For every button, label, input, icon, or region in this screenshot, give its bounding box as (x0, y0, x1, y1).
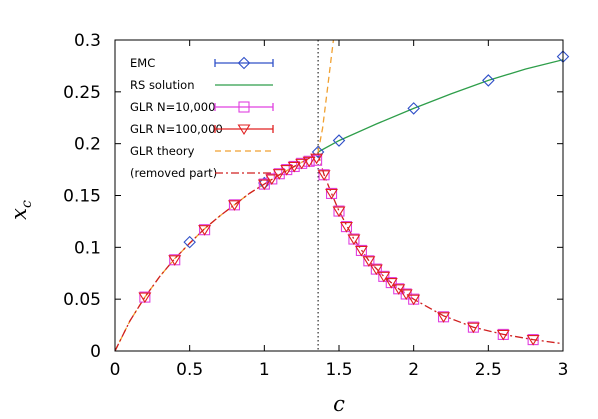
x-tick-label: 2 (408, 360, 419, 380)
data-point-s3-9 (295, 158, 309, 170)
x-tick-label: 1 (259, 360, 270, 380)
plot-area (115, 40, 570, 351)
data-point-s3-1 (168, 255, 182, 266)
legend-item-1: RS solution (130, 78, 273, 92)
legend-item-3: GLR N=100,000 (130, 122, 274, 136)
y-axis-label: xc (7, 200, 35, 220)
data-point-s3-4 (257, 179, 271, 191)
legend-label: (removed part) (130, 166, 217, 180)
data-point-s3-21 (384, 278, 398, 289)
y-tick-label: 0.3 (74, 31, 101, 51)
data-point-s3-27 (496, 329, 510, 341)
legend-item-2: GLR N=10,000 (130, 100, 274, 114)
legend-label: RS solution (130, 78, 195, 92)
data-point-s3-18 (362, 256, 376, 267)
legend-label: GLR N=100,000 (130, 122, 223, 136)
data-point-s3-6 (272, 169, 286, 180)
data-point-s2-11 (311, 154, 323, 166)
data-point-s3-23 (399, 289, 413, 301)
y-tick-label: 0.05 (63, 290, 101, 310)
legend: EMC RS solution GLR N=10,000 GLR N=100,000 G… (130, 56, 274, 180)
x-tick-label: 0.5 (176, 360, 203, 380)
data-point-s3-15 (339, 222, 353, 233)
data-point-s3-12 (317, 170, 331, 181)
y-tick-label: 0 (90, 342, 101, 362)
data-point-s0-3 (332, 134, 346, 147)
legend-marker (237, 56, 251, 70)
legend-marker (237, 124, 251, 136)
x-tick-label: 1.5 (325, 360, 352, 380)
legend-item-4: GLR theory (130, 144, 273, 158)
legend-label: EMC (130, 56, 155, 70)
data-point-s0-0 (183, 235, 196, 249)
legend-marker (238, 101, 250, 113)
x-tick-label: 0 (110, 360, 121, 380)
x-tick-label: 3 (558, 360, 569, 380)
data-point-s0-2 (311, 145, 325, 159)
data-point-s3-5 (265, 174, 279, 185)
data-point-s3-7 (280, 165, 294, 176)
data-point-s3-26 (466, 322, 480, 334)
legend-item-0: EMC (130, 56, 274, 70)
data-point-s3-8 (287, 161, 301, 173)
series-line-5 (115, 153, 563, 351)
y-axis-label-sub: c (19, 200, 35, 208)
data-point-s3-14 (332, 206, 346, 218)
data-point-s0-5 (482, 74, 495, 87)
data-point-s3-16 (347, 234, 361, 246)
y-tick-label: 0.15 (63, 187, 101, 207)
series-line-4 (115, 40, 335, 351)
data-point-s3-17 (354, 245, 368, 257)
y-tick-label: 0.1 (74, 238, 101, 258)
x-tick-label: 2.5 (475, 360, 502, 380)
data-point-s3-2 (198, 225, 212, 236)
legend-label: GLR theory (130, 144, 195, 158)
y-tick-label: 0.25 (63, 83, 101, 103)
data-point-s3-22 (392, 284, 406, 295)
data-point-s3-19 (369, 264, 383, 276)
data-point-s3-3 (227, 200, 241, 211)
data-point-s0-4 (407, 102, 420, 115)
data-point-s3-11 (310, 153, 324, 165)
data-point-s3-28 (526, 335, 540, 346)
data-point-s3-24 (407, 294, 421, 306)
axes: 0 0.5 1 1.5 2 2.5 3 0 0.05 0.1 0.15 0.2 0.25 0.3 (63, 31, 568, 380)
data-point-s3-0 (138, 292, 152, 304)
x-axis-label: c (333, 392, 345, 416)
legend-item-5: (removed part) (130, 166, 273, 180)
data-point-s3-10 (302, 156, 316, 168)
data-point-s3-25 (437, 312, 451, 323)
legend-label: GLR N=10,000 (130, 100, 215, 114)
series-line-1 (317, 59, 563, 153)
y-tick-label: 0.2 (74, 135, 101, 155)
data-point-s3-20 (377, 271, 391, 283)
data-point-s3-13 (325, 188, 339, 200)
y-axis-label-main: x (7, 208, 31, 220)
